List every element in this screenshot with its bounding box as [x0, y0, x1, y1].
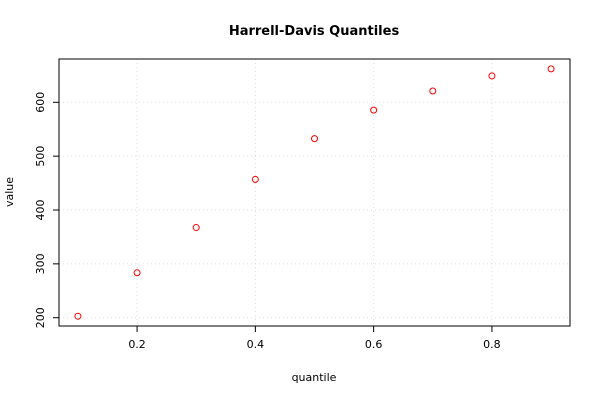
x-tick-label: 0.4: [247, 338, 265, 351]
chart-title: Harrell-Davis Quantiles: [229, 24, 400, 39]
point: [547, 65, 555, 73]
point: [311, 135, 318, 143]
plot-frame: [58, 58, 571, 327]
y-tick-label: 600: [34, 92, 47, 113]
y-tick-label: 200: [34, 307, 47, 328]
point: [251, 175, 259, 183]
y-axis-label: value: [3, 177, 16, 207]
point: [74, 312, 82, 320]
point: [133, 269, 141, 277]
point: [429, 87, 437, 95]
x-axis-label: quantile: [292, 371, 337, 384]
y-tick-label: 400: [34, 200, 47, 221]
point: [370, 106, 378, 114]
y-tick-label: 500: [34, 146, 47, 167]
point: [192, 224, 200, 232]
x-tick-label: 0.8: [483, 338, 501, 351]
y-tick-label: 300: [34, 253, 47, 274]
x-tick-label: 0.2: [128, 338, 146, 351]
x-tick-label: 0.6: [365, 338, 383, 351]
point: [488, 72, 496, 80]
